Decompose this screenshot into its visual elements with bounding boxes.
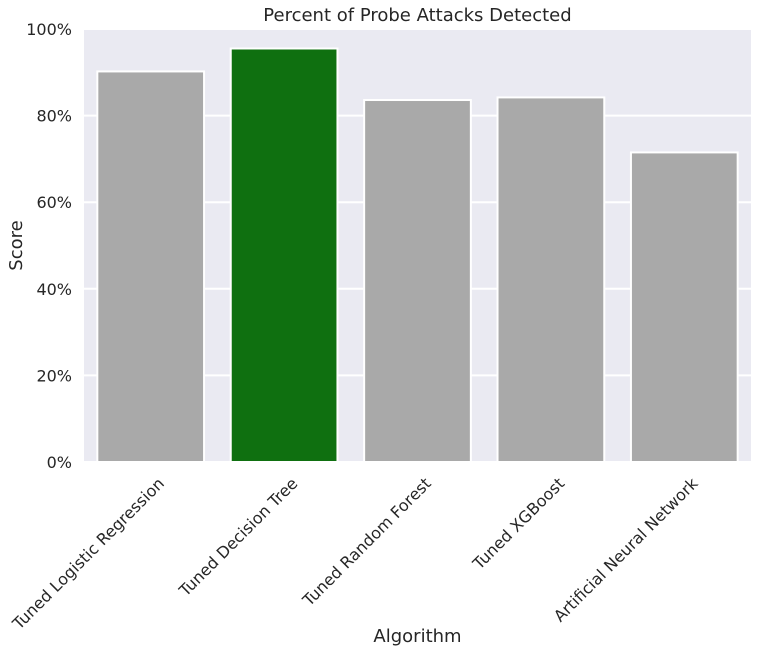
- y-tick-label: 20%: [36, 366, 72, 385]
- bar-tuned-decision-tree: [229, 47, 339, 464]
- x-tick-labels: Tuned Logistic Regression Tuned Decision …: [8, 473, 702, 633]
- y-tick-label: 60%: [36, 193, 72, 212]
- x-tick-label: Tuned Decision Tree: [175, 474, 302, 601]
- y-axis-label: Score: [6, 220, 27, 270]
- y-tick-label: 80%: [36, 107, 72, 126]
- y-tick-label: 40%: [36, 280, 72, 299]
- x-tick-label: Artificial Neural Network: [550, 473, 702, 625]
- bar-tuned-logistic-regression: [96, 70, 206, 464]
- bar-tuned-xgboost: [496, 96, 606, 463]
- chart-title: Percent of Probe Attacks Detected: [263, 5, 571, 26]
- bars: [96, 47, 739, 464]
- bar-tuned-random-forest: [363, 99, 472, 464]
- y-tick-label: 100%: [26, 20, 72, 39]
- x-tick-label: Tuned XGBoost: [468, 474, 568, 574]
- x-tick-label: Tuned Logistic Regression: [8, 474, 168, 634]
- y-tick-label: 0%: [47, 453, 72, 472]
- x-tick-label: Tuned Random Forest: [298, 474, 435, 611]
- bar-artificial-neural-network: [629, 151, 739, 463]
- x-axis-label: Algorithm: [373, 626, 461, 647]
- y-tick-labels: 0% 20% 40% 60% 80% 100%: [26, 20, 72, 472]
